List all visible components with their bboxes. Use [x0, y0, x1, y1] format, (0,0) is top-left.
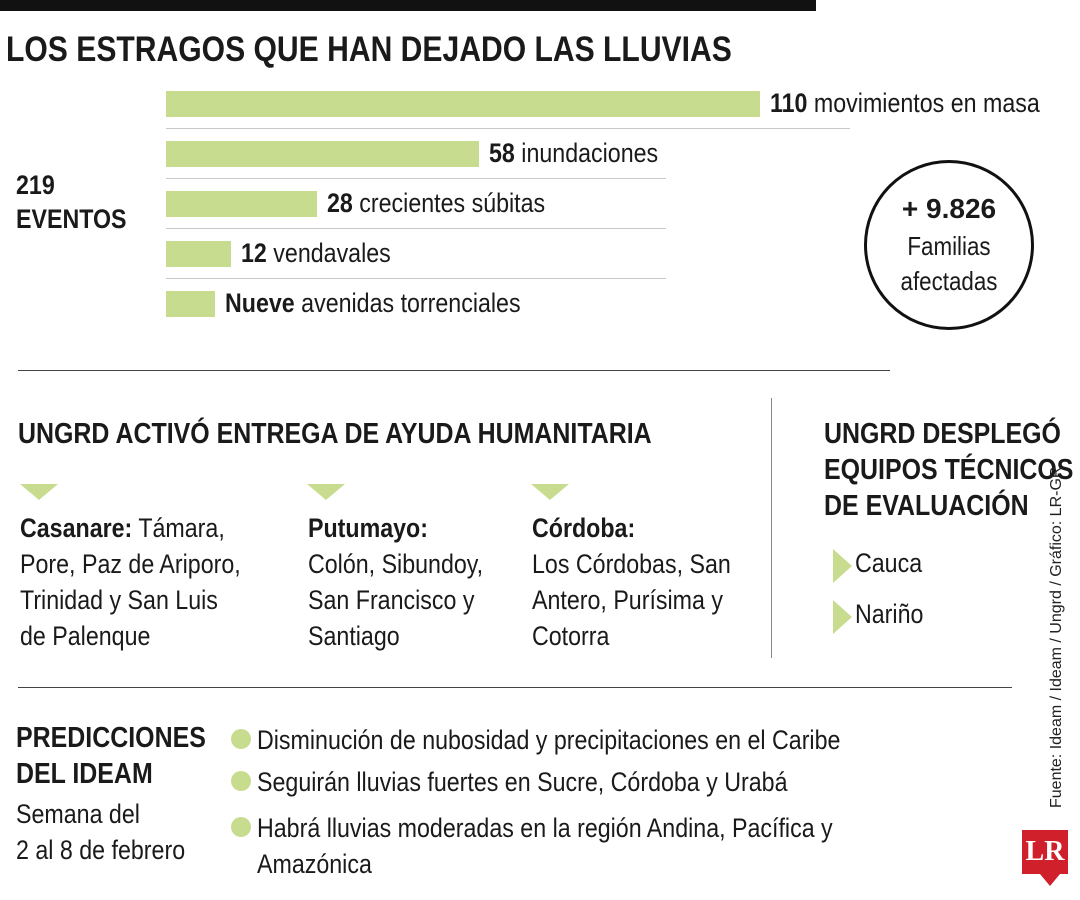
bar-category-label: inundaciones [521, 138, 659, 168]
families-number: + 9.826 [901, 193, 997, 224]
region-line: Los Córdobas, San [532, 549, 731, 579]
team-item-cauca: Cauca [855, 548, 923, 578]
predictions-week: Semana del 2 al 8 de febrero [16, 796, 185, 868]
teams-heading-line: DE EVALUACIÓN [824, 490, 1029, 522]
lr-logo-tail [1040, 874, 1060, 886]
region-line: Támara, [138, 513, 225, 543]
arrow-right-icon [833, 600, 852, 634]
bar-value-label: 58 [489, 138, 515, 168]
region-cordoba: Córdoba: Los Córdobas, San Antero, Purís… [532, 510, 731, 654]
bar-category-label: movimientos en masa [813, 88, 1040, 118]
bar-category-label: avenidas torrenciales [301, 288, 521, 318]
bullet-dot-icon [231, 729, 251, 749]
predictions-heading-line: DEL IDEAM [16, 758, 153, 790]
bar-label-4: Nueve avenidas torrenciales [225, 288, 521, 318]
bar-2 [166, 191, 317, 217]
row-separator [166, 128, 850, 129]
total-number: 219 [16, 170, 55, 200]
bar-3 [166, 241, 231, 267]
bar-1 [166, 141, 479, 167]
region-putumayo: Putumayo: Colón, Sibundoy, San Francisco… [308, 510, 483, 654]
region-line: San Francisco y [308, 585, 475, 615]
bar-value-label: 12 [241, 238, 267, 268]
prediction-item: Disminución de nubosidad y precipitacion… [257, 725, 841, 755]
row-separator [166, 278, 666, 279]
source-note: Fuente: Ideam / Ideam / Ungrd / Gráfico:… [1048, 466, 1065, 808]
top-rule [0, 0, 816, 11]
prediction-item: Seguirán lluvias fuertes en Sucre, Córdo… [257, 767, 788, 797]
row-separator [166, 178, 666, 179]
region-casanare: Casanare: Támara, Pore, Paz de Ariporo, … [20, 510, 241, 654]
arrow-down-icon [531, 484, 569, 500]
families-line1: Familias [907, 231, 991, 261]
prediction-item-line: Habrá lluvias moderadas en la región And… [257, 813, 833, 843]
lr-logo: LR [1022, 830, 1068, 874]
predictions-week-line: Semana del [16, 799, 140, 829]
families-line2: afectadas [900, 266, 998, 296]
region-line: de Palenque [20, 621, 151, 651]
bar-value-label: Nueve [225, 288, 295, 318]
region-name: Putumayo: [308, 513, 428, 543]
divider-vertical [771, 398, 772, 658]
teams-heading: UNGRD DESPLEGÓ EQUIPOS TÉCNICOS DE EVALU… [824, 416, 1073, 524]
bar-label-2: 28 crecientes súbitas [327, 188, 545, 218]
predictions-heading-line: PREDICCIONES [16, 722, 206, 754]
bar-0 [166, 91, 760, 117]
arrow-right-icon [833, 549, 852, 583]
arrow-down-icon [20, 484, 58, 500]
teams-heading-line: UNGRD DESPLEGÓ [824, 418, 1061, 450]
bullet-dot-icon [231, 771, 251, 791]
bar-value-label: 28 [327, 188, 353, 218]
lr-logo-text: LR [1025, 836, 1065, 867]
total-events: 219 EVENTOS [16, 168, 127, 236]
arrow-down-icon [307, 484, 345, 500]
team-item-narino: Nariño [855, 599, 924, 629]
bar-label-3: 12 vendavales [241, 238, 391, 268]
total-label: EVENTOS [16, 204, 127, 234]
bullet-dot-icon [231, 817, 251, 837]
prediction-item: Habrá lluvias moderadas en la región And… [257, 810, 833, 882]
bar-category-label: crecientes súbitas [359, 188, 546, 218]
region-line: Pore, Paz de Ariporo, [20, 549, 241, 579]
region-line: Antero, Purísima y [532, 585, 723, 615]
region-line: Santiago [308, 621, 400, 651]
divider-bottom [18, 687, 1012, 688]
families-circle: + 9.826 Familias afectadas [864, 160, 1034, 330]
row-separator [166, 228, 666, 229]
region-line: Cotorra [532, 621, 610, 651]
bar-category-label: vendavales [273, 238, 391, 268]
region-name: Casanare: [20, 513, 133, 543]
bar-label-1: 58 inundaciones [489, 138, 658, 168]
region-name: Córdoba: [532, 513, 636, 543]
aid-heading: UNGRD ACTIVÓ ENTREGA DE AYUDA HUMANITARI… [18, 418, 652, 450]
prediction-item-line: Amazónica [257, 849, 372, 879]
teams-heading-line: EQUIPOS TÉCNICOS [824, 454, 1074, 486]
region-line: Trinidad y San Luis [20, 585, 218, 615]
predictions-heading: PREDICCIONES DEL IDEAM [16, 720, 206, 792]
page-title: LOS ESTRAGOS QUE HAN DEJADO LAS LLUVIAS [6, 30, 732, 69]
region-line: Colón, Sibundoy, [308, 549, 484, 579]
divider-top [18, 370, 890, 371]
predictions-week-line: 2 al 8 de febrero [16, 835, 186, 865]
bar-label-0: 110 movimientos en masa [770, 88, 1040, 118]
bar-4 [166, 291, 215, 317]
bar-value-label: 110 [770, 88, 808, 118]
